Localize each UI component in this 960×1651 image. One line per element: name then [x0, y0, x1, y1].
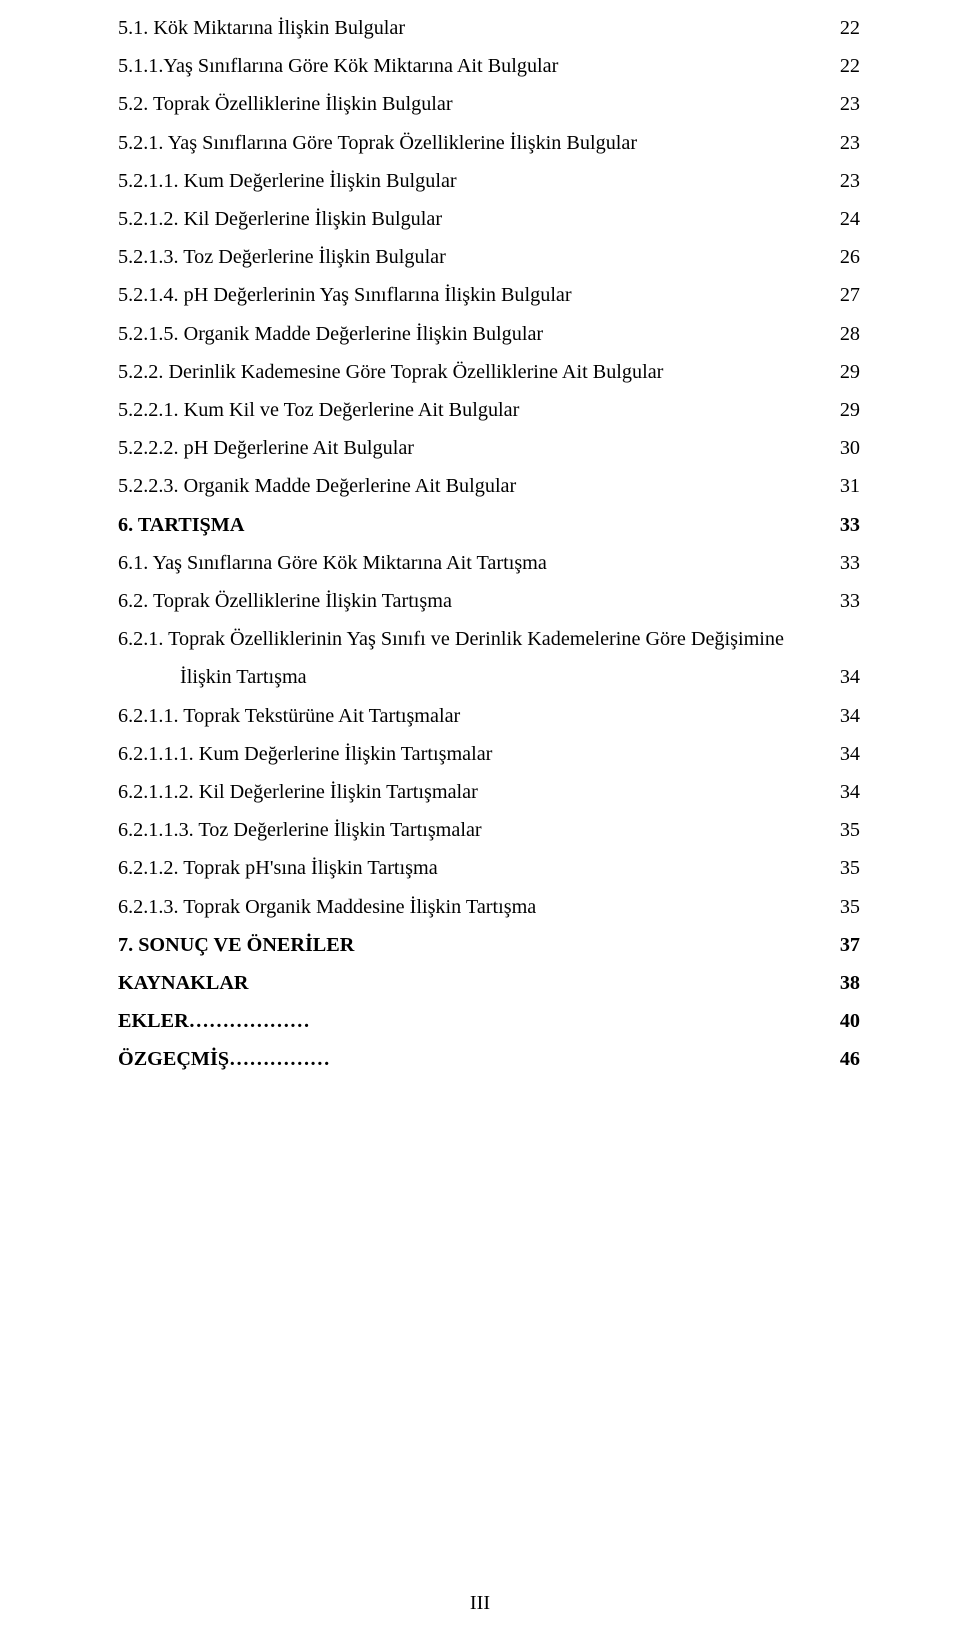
- toc-page-ref: 27: [836, 285, 860, 305]
- toc-entry: KAYNAKLAR 38: [118, 973, 860, 993]
- toc-page-ref: 34: [836, 782, 860, 802]
- toc-label: 5.2.2. Derinlik Kademesine Göre Toprak Ö…: [118, 362, 663, 382]
- toc-label: 6.2.1.1.3. Toz Değerlerine İlişkin Tartı…: [118, 820, 482, 840]
- toc-entry: 5.2.2.1. Kum Kil ve Toz Değerlerine Ait …: [118, 400, 860, 420]
- toc-page-ref: 26: [836, 247, 860, 267]
- toc-entry: 6.2. Toprak Özelliklerine İlişkin Tartış…: [118, 591, 860, 611]
- toc-page-ref: 33: [836, 553, 860, 573]
- toc-label: 6. TARTIŞMA: [118, 515, 244, 535]
- toc-page-ref: 46: [836, 1049, 860, 1069]
- toc-label: 5.2.2.1. Kum Kil ve Toz Değerlerine Ait …: [118, 400, 519, 420]
- toc-entry: 5.2.1.4. pH Değerlerinin Yaş Sınıflarına…: [118, 285, 860, 305]
- toc-label: 5.2.1.3. Toz Değerlerine İlişkin Bulgula…: [118, 247, 446, 267]
- toc-label: EKLER………………: [118, 1011, 310, 1031]
- toc-label: 5.2.1.5. Organik Madde Değerlerine İlişk…: [118, 324, 543, 344]
- toc-page-ref: 23: [836, 133, 860, 153]
- toc-label: 5.2.1.1. Kum Değerlerine İlişkin Bulgula…: [118, 171, 457, 191]
- toc-page-ref: 22: [836, 56, 860, 76]
- toc-label: 6.2.1.1. Toprak Tekstürüne Ait Tartışmal…: [118, 706, 460, 726]
- toc-entry: 5.2. Toprak Özelliklerine İlişkin Bulgul…: [118, 94, 860, 114]
- toc-label: 5.2.1. Yaş Sınıflarına Göre Toprak Özell…: [118, 133, 637, 153]
- toc-entry: 5.1.1.Yaş Sınıflarına Göre Kök Miktarına…: [118, 56, 860, 76]
- toc-page-ref: 33: [836, 591, 860, 611]
- toc-page-ref: 34: [836, 706, 860, 726]
- toc-page-ref: 22: [836, 18, 860, 38]
- toc-entry: 5.2.1.1. Kum Değerlerine İlişkin Bulgula…: [118, 171, 860, 191]
- page-number: III: [0, 1592, 960, 1615]
- toc-entry: 7. SONUÇ VE ÖNERİLER 37: [118, 935, 860, 955]
- toc-label: 7. SONUÇ VE ÖNERİLER: [118, 935, 354, 955]
- toc-page: 5.1. Kök Miktarına İlişkin Bulgular 22 5…: [0, 0, 960, 1070]
- toc-label: ÖZGEÇMİŞ……………: [118, 1049, 330, 1069]
- toc-page-ref: 29: [836, 362, 860, 382]
- toc-entry: EKLER……………… 40: [118, 1011, 860, 1031]
- toc-entry: 5.2.1.2. Kil Değerlerine İlişkin Bulgula…: [118, 209, 860, 229]
- toc-label: 6.2.1. Toprak Özelliklerinin Yaş Sınıfı …: [118, 628, 784, 650]
- toc-page-ref: 40: [836, 1011, 860, 1031]
- toc-page-ref: 37: [836, 935, 860, 955]
- toc-label: 6.2.1.3. Toprak Organik Maddesine İlişki…: [118, 897, 536, 917]
- toc-page-ref: 30: [836, 438, 860, 458]
- toc-page-ref: 29: [836, 400, 860, 420]
- toc-entry: 5.2.2.2. pH Değerlerine Ait Bulgular 30: [118, 438, 860, 458]
- toc-entry: 6.2.1.2. Toprak pH'sına İlişkin Tartışma…: [118, 858, 860, 878]
- toc-entry: 5.2.1. Yaş Sınıflarına Göre Toprak Özell…: [118, 133, 860, 153]
- toc-label: İlişkin Tartışma: [180, 667, 307, 687]
- toc-page-ref: 35: [836, 820, 860, 840]
- toc-label: 6.1. Yaş Sınıflarına Göre Kök Miktarına …: [118, 553, 547, 573]
- toc-page-ref: 31: [836, 476, 860, 496]
- toc-label: 6.2.1.2. Toprak pH'sına İlişkin Tartışma: [118, 858, 438, 878]
- toc-label: 5.1.1.Yaş Sınıflarına Göre Kök Miktarına…: [118, 56, 558, 76]
- toc-entry: 6.2.1.1. Toprak Tekstürüne Ait Tartışmal…: [118, 706, 860, 726]
- toc-page-ref: 38: [836, 973, 860, 993]
- toc-label: 6.2.1.1.2. Kil Değerlerine İlişkin Tartı…: [118, 782, 478, 802]
- toc-page-ref: 34: [836, 667, 860, 687]
- toc-entry: ÖZGEÇMİŞ…………… 46: [118, 1049, 860, 1069]
- toc-label: KAYNAKLAR: [118, 973, 249, 993]
- toc-entry: 6. TARTIŞMA 33: [118, 515, 860, 535]
- toc-page-ref: 23: [836, 94, 860, 114]
- toc-entry-wrapped-line1: 6.2.1. Toprak Özelliklerinin Yaş Sınıfı …: [118, 629, 860, 649]
- toc-page-ref: 33: [836, 515, 860, 535]
- toc-label: 5.2.2.2. pH Değerlerine Ait Bulgular: [118, 438, 414, 458]
- toc-entry: 6.2.1.3. Toprak Organik Maddesine İlişki…: [118, 897, 860, 917]
- toc-page-ref: 35: [836, 858, 860, 878]
- toc-label: 5.2.1.2. Kil Değerlerine İlişkin Bulgula…: [118, 209, 442, 229]
- toc-entry: 5.2.2.3. Organik Madde Değerlerine Ait B…: [118, 476, 860, 496]
- toc-entry-wrapped-line2: İlişkin Tartışma 34: [118, 667, 860, 687]
- toc-label: 5.2.1.4. pH Değerlerinin Yaş Sınıflarına…: [118, 285, 572, 305]
- toc-label: 5.1. Kök Miktarına İlişkin Bulgular: [118, 18, 405, 38]
- toc-label: 6.2.1.1.1. Kum Değerlerine İlişkin Tartı…: [118, 744, 492, 764]
- toc-entry: 6.2.1.1.2. Kil Değerlerine İlişkin Tartı…: [118, 782, 860, 802]
- toc-entry: 5.2.1.5. Organik Madde Değerlerine İlişk…: [118, 324, 860, 344]
- toc-entry: 5.1. Kök Miktarına İlişkin Bulgular 22: [118, 18, 860, 38]
- toc-label: 5.2.2.3. Organik Madde Değerlerine Ait B…: [118, 476, 516, 496]
- toc-entry: 6.2.1.1.1. Kum Değerlerine İlişkin Tartı…: [118, 744, 860, 764]
- toc-page-ref: 23: [836, 171, 860, 191]
- toc-label: 6.2. Toprak Özelliklerine İlişkin Tartış…: [118, 591, 452, 611]
- toc-label: 5.2. Toprak Özelliklerine İlişkin Bulgul…: [118, 94, 453, 114]
- toc-page-ref: 35: [836, 897, 860, 917]
- toc-entry: 5.2.2. Derinlik Kademesine Göre Toprak Ö…: [118, 362, 860, 382]
- toc-page-ref: 34: [836, 744, 860, 764]
- toc-page-ref: 24: [836, 209, 860, 229]
- toc-entry: 5.2.1.3. Toz Değerlerine İlişkin Bulgula…: [118, 247, 860, 267]
- toc-entry: 6.1. Yaş Sınıflarına Göre Kök Miktarına …: [118, 553, 860, 573]
- toc-entry: 6.2.1.1.3. Toz Değerlerine İlişkin Tartı…: [118, 820, 860, 840]
- toc-page-ref: 28: [836, 324, 860, 344]
